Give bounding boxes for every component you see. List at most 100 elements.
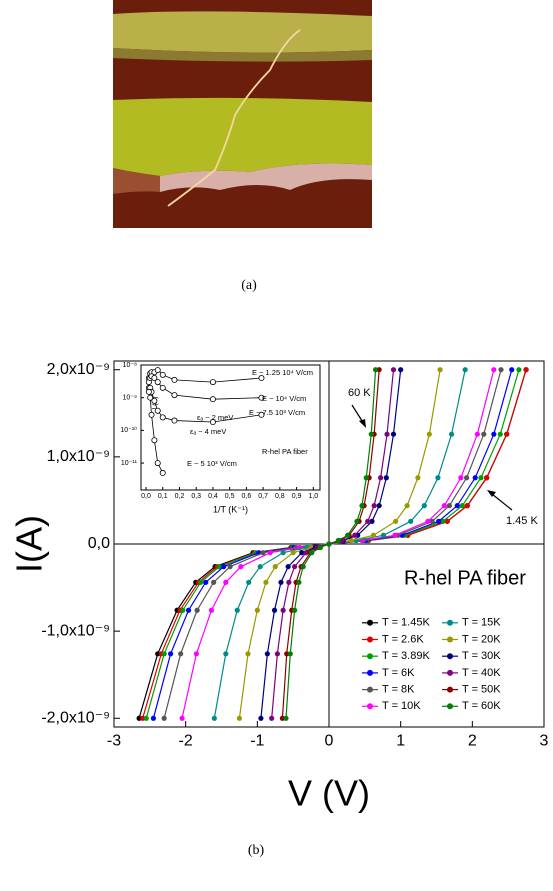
legend-label: T = 40K	[462, 667, 501, 679]
x-tick-label: 2	[468, 733, 477, 750]
arrow-head	[359, 419, 366, 428]
legend-marker	[447, 636, 453, 643]
data-point	[429, 518, 435, 524]
data-point	[454, 503, 460, 509]
data-point	[223, 579, 229, 585]
annotation: E ~ 10⁴ V/cm	[262, 394, 306, 403]
annotation: 60 K	[348, 387, 371, 399]
legend-label: T = 8K	[382, 684, 415, 696]
data-point	[194, 607, 200, 613]
plot-area	[136, 367, 529, 721]
data-point	[227, 564, 233, 570]
data-point	[171, 417, 178, 424]
x-tick-label: -3	[107, 733, 121, 750]
data-point	[245, 651, 251, 657]
data-point	[211, 579, 217, 585]
data-point	[498, 367, 504, 373]
data-point	[459, 503, 465, 509]
data-point	[148, 411, 155, 418]
data-point	[440, 518, 446, 524]
data-point	[481, 431, 487, 437]
annotation: E ~ 7.5 10³ V/cm	[249, 408, 305, 417]
data-point	[223, 651, 229, 657]
data-point	[437, 367, 443, 373]
legend-label: T = 50K	[462, 684, 501, 696]
legend-label: T = 60K	[462, 700, 501, 712]
legend-marker	[367, 669, 373, 676]
data-point	[368, 431, 374, 437]
data-point	[208, 607, 215, 613]
annotation: 1.45 K	[506, 515, 538, 527]
data-point	[378, 475, 384, 481]
data-point	[143, 715, 149, 721]
data-point	[179, 715, 185, 721]
y-tick-label: 0,0	[88, 535, 110, 552]
annotation: E ~ 1.25 10⁴ V/cm	[252, 368, 313, 377]
plot-area	[145, 367, 265, 476]
data-point	[491, 367, 497, 373]
data-point	[523, 367, 529, 373]
data-point	[221, 564, 227, 570]
data-point	[263, 579, 269, 585]
annotation: εₐ ~ 2 meV	[197, 413, 233, 422]
legend-marker	[447, 686, 453, 693]
data-point	[264, 651, 270, 657]
data-point	[178, 651, 184, 657]
data-point	[193, 651, 200, 657]
data-point	[151, 437, 158, 444]
data-point	[151, 375, 158, 382]
data-point	[236, 715, 243, 721]
x-tick-label: 1	[396, 733, 405, 750]
x-tick-label: 3	[540, 733, 549, 750]
y-tick-label: 10⁻¹⁰	[120, 426, 137, 434]
data-point	[279, 715, 286, 721]
data-point	[238, 564, 244, 570]
legend-label: T = 6K	[382, 667, 415, 679]
data-point	[376, 367, 382, 373]
data-point	[280, 550, 286, 556]
data-point	[491, 431, 497, 437]
legend-label: T = 20K	[462, 633, 501, 645]
data-point	[171, 392, 178, 399]
data-point	[446, 503, 452, 509]
annotation: εₐ ~ 4 meV	[190, 427, 226, 436]
data-point	[278, 579, 284, 585]
data-point	[185, 607, 192, 613]
data-point	[280, 607, 286, 613]
x-tick-label: -1	[250, 733, 264, 750]
legend-marker	[367, 703, 373, 710]
data-point	[269, 715, 275, 721]
data-point	[408, 518, 414, 524]
legend-marker	[367, 653, 373, 660]
legend-label: T = 3.89K	[382, 650, 430, 662]
data-point	[145, 388, 152, 395]
data-point	[478, 475, 484, 481]
data-point	[380, 532, 387, 538]
data-point	[136, 715, 142, 721]
y-tick-label: 10⁻⁸	[123, 362, 137, 369]
x-tick-label: 0	[325, 733, 334, 750]
y-tick-label: 2,0x10⁻⁹	[47, 361, 110, 378]
data-point	[383, 475, 389, 481]
data-point	[286, 579, 292, 585]
x-axis-label: 1/T (K⁻¹)	[213, 504, 248, 514]
data-point	[390, 431, 397, 437]
annotation: E ~ 5 10³ V/cm	[187, 459, 237, 468]
data-point	[393, 518, 399, 524]
data-point	[161, 715, 167, 721]
x-tick-label: 0,8	[275, 493, 285, 500]
micrograph	[113, 0, 372, 228]
data-point	[198, 579, 204, 585]
data-point	[436, 518, 442, 524]
x-tick-label: 0,7	[258, 493, 268, 500]
legend-marker	[367, 636, 373, 643]
data-point	[354, 518, 360, 524]
y-tick-label: -2,0x10⁻⁹	[41, 710, 110, 727]
data-point	[271, 607, 278, 613]
data-point	[404, 503, 410, 509]
legend-marker	[367, 686, 373, 693]
data-point	[254, 607, 260, 613]
legend-marker	[447, 619, 453, 626]
